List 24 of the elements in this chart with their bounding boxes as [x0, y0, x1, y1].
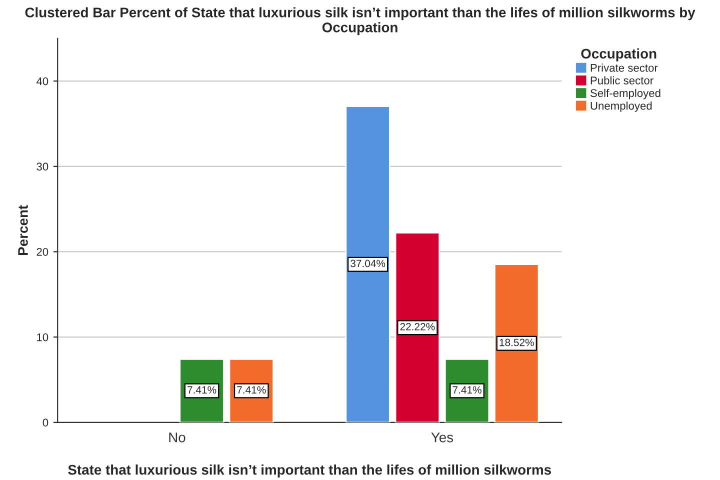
legend-label: Private sector: [590, 64, 658, 72]
legend-label: Unemployed: [590, 102, 652, 112]
x-axis-title: State that luxurious silk isn’t important than the lifes of million silkworms: [68, 464, 551, 478]
y-tick-label: 40: [36, 77, 48, 86]
legend-label: Public sector: [590, 76, 654, 84]
data-label: 37.04%: [350, 260, 386, 268]
data-label: 7.41%: [188, 386, 216, 394]
data-label: 7.41%: [237, 386, 266, 394]
y-axis-title: Percent: [18, 205, 28, 255]
x-tick-label: Yes: [431, 432, 454, 442]
bar: [345, 106, 390, 422]
y-tick-label: 10: [37, 333, 48, 342]
legend-title: Occupation: [581, 48, 656, 62]
y-tick-label: 30: [36, 162, 48, 171]
chart-title: Clustered Bar Percent of State that luxurious silk isn’t important than the lifes of million silkworms by Occupation: [25, 7, 696, 36]
data-label: 18.52%: [500, 338, 534, 346]
bar: [494, 264, 540, 422]
legend-label: Self-employed: [590, 88, 660, 100]
y-tick-label: 0: [42, 418, 48, 427]
data-label: 22.22%: [400, 323, 435, 330]
data-label: 7.41%: [452, 386, 482, 394]
x-tick-label: No: [169, 432, 186, 442]
y-tick-label: 20: [36, 248, 48, 256]
bar: [394, 232, 440, 422]
